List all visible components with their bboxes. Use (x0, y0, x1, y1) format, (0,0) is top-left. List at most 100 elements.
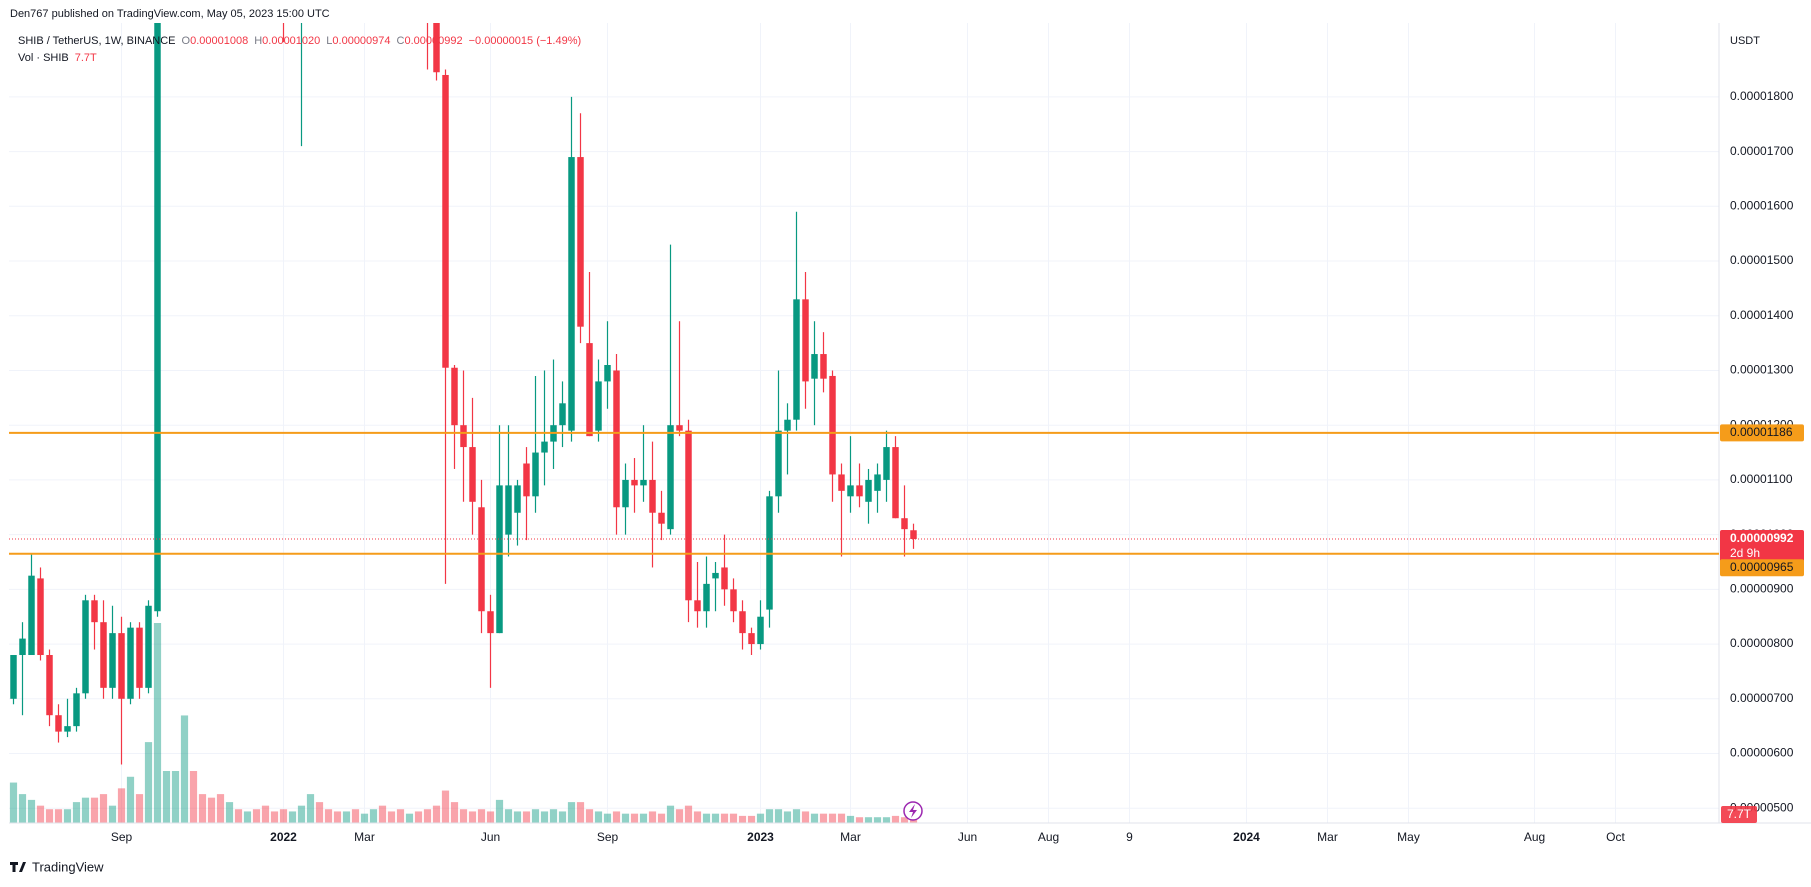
volume-bar (486, 811, 495, 823)
x-tick-label: Jun (958, 830, 977, 844)
volume-bar (378, 805, 387, 823)
y-tick-label: 0.00001600 (1730, 198, 1794, 212)
x-tick-label: 9 (1126, 830, 1133, 844)
volume-bar (234, 809, 243, 823)
candle-body (577, 157, 584, 327)
volume-bar (522, 811, 531, 823)
x-tick-label: Aug (1038, 830, 1059, 844)
volume-bar (738, 815, 747, 823)
candle-body (613, 370, 620, 508)
volume-bar (828, 813, 837, 823)
volume-bar (675, 809, 684, 823)
volume-bar (144, 742, 153, 823)
candle-body (478, 507, 485, 612)
candle-body (568, 157, 575, 431)
y-tick-label: 0.00000800 (1730, 636, 1794, 650)
candle-body (694, 600, 701, 612)
x-tick-label: 2022 (270, 830, 297, 844)
y-tick-label: 0.00001400 (1730, 308, 1794, 322)
volume-bar (396, 809, 405, 823)
candle-body (505, 485, 512, 535)
ohlc-key: H (254, 35, 262, 47)
volume-bar (279, 809, 288, 823)
candle-body (865, 479, 872, 502)
volume-bar (180, 715, 189, 823)
volume-value: 7.7T (75, 52, 97, 64)
volume-bar (333, 811, 342, 823)
brand: TradingView (32, 859, 104, 874)
y-tick-label: 0.00000900 (1730, 582, 1794, 596)
candle-body (793, 299, 800, 420)
candle-body (640, 479, 647, 486)
volume-bar (369, 809, 378, 823)
volume-bar (639, 813, 648, 823)
currency: USDT (1730, 35, 1760, 47)
candle-body (487, 611, 494, 634)
volume-bar (837, 813, 846, 823)
volume-bar (504, 809, 513, 823)
candle-body (496, 485, 503, 634)
candle-body (145, 605, 152, 688)
volume-bar (9, 782, 18, 823)
volume-bar (864, 817, 873, 823)
volume-bar (711, 813, 720, 823)
x-tick-label: Mar (354, 830, 375, 844)
brand-logo[interactable]: TradingView (10, 859, 104, 874)
y-tick-label: 0.00001300 (1730, 363, 1794, 377)
candle-body (901, 518, 908, 530)
last-price-label: 0.00000992 (1730, 531, 1794, 545)
candle-body (856, 485, 863, 497)
candle-body (91, 600, 98, 623)
candle-body (586, 343, 593, 437)
candle-body (829, 375, 836, 475)
ohlc-key: C (397, 35, 405, 47)
candle-body (802, 299, 809, 382)
volume-bar (531, 809, 540, 823)
x-tick-label: May (1397, 830, 1420, 844)
y-tick-label: 0.00001100 (1730, 472, 1793, 486)
volume-bar (171, 771, 180, 823)
volume-bar (576, 802, 585, 823)
volume-bar (477, 809, 486, 823)
level-tag (1720, 559, 1804, 577)
y-tick-label: 0.00001500 (1730, 253, 1794, 267)
symbol: SHIB / TetherUS, 1W, BINANCE (18, 35, 176, 47)
ohlc-value: 0.00001020 (262, 35, 320, 47)
y-tick-label: 0.00001800 (1730, 89, 1794, 103)
ohlc-value: 0.00000974 (332, 35, 390, 47)
candle-body (892, 447, 899, 519)
candle-body (514, 485, 521, 513)
volume-bar (468, 811, 477, 823)
candle-body (622, 479, 629, 508)
candle-body (784, 419, 791, 431)
y-tick-label: 0.00000700 (1730, 691, 1794, 705)
candle-body (757, 616, 764, 645)
volume-bar (189, 771, 198, 823)
volume-bar (261, 805, 270, 823)
volume-bar (603, 813, 612, 823)
volume-bar (756, 813, 765, 823)
replay-icon[interactable] (903, 801, 923, 821)
volume-bar (342, 811, 351, 823)
volume-bar (819, 813, 828, 823)
volume-bar (387, 811, 396, 823)
candle-body (838, 474, 845, 491)
volume-bar (72, 802, 81, 823)
volume-bar (414, 811, 423, 823)
volume-bar (765, 809, 774, 823)
volume-bar (846, 815, 855, 823)
volume-bar (702, 813, 711, 823)
ohlc-key: O (182, 35, 191, 47)
volume-bar (513, 811, 522, 823)
grid (9, 23, 1719, 823)
candle-body (820, 354, 827, 379)
candle-body (118, 633, 125, 699)
level-tag-label: 0.00001186 (1730, 425, 1793, 439)
candle-body (721, 567, 728, 590)
candle-body (775, 430, 782, 497)
change: −0.00000015 (−1.49%) (469, 35, 582, 47)
volume-bar (783, 811, 792, 823)
volume-bar (909, 819, 918, 823)
candle-body (811, 354, 818, 379)
candle-body (154, 23, 161, 612)
